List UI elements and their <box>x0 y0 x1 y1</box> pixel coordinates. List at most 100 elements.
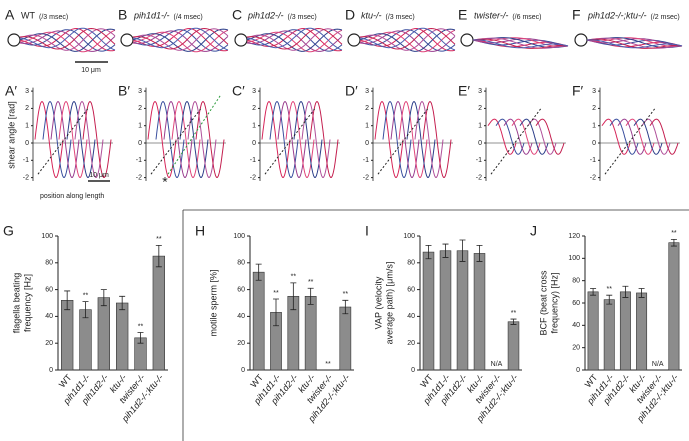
y-tick-label: 0 <box>49 367 53 374</box>
significance: ** <box>343 291 349 298</box>
y-tick-label: 3 <box>252 88 256 95</box>
y-tick-label: -1 <box>476 157 482 164</box>
significance: ** <box>156 236 162 243</box>
waveform <box>132 28 229 51</box>
bar <box>456 250 469 371</box>
y-tick-label: 2 <box>25 105 29 112</box>
y-tick-label: 80 <box>572 278 580 285</box>
error-bar <box>442 243 449 258</box>
shear-trace <box>406 101 436 178</box>
shear-trace <box>527 118 557 155</box>
y-tick-label: -2 <box>363 174 369 181</box>
y-tick-label: -1 <box>590 157 596 164</box>
y-tick-label: 1 <box>592 123 596 130</box>
panel-letter: G <box>3 223 14 239</box>
scale-label: 10 μm <box>89 172 109 179</box>
shear-trace <box>390 101 420 178</box>
y-tick-label: 2 <box>138 105 142 112</box>
bar <box>60 300 74 371</box>
waveform <box>472 39 569 49</box>
error-bar <box>342 299 349 315</box>
bar <box>439 250 452 371</box>
error-bar <box>290 282 297 311</box>
waveform <box>359 27 456 52</box>
shear-trace <box>495 118 525 155</box>
panel-letter: F′ <box>572 83 584 99</box>
y-tick-label: -2 <box>136 174 142 181</box>
waveform <box>359 30 456 52</box>
slope-line <box>377 108 429 175</box>
waveform <box>472 39 569 47</box>
y-axis-label: average path) [μm/s] <box>384 262 394 345</box>
waveform <box>246 29 343 52</box>
bar <box>252 271 265 371</box>
bar <box>619 291 631 371</box>
waveform <box>359 27 456 50</box>
y-tick-label: 60 <box>572 300 580 307</box>
error-bar <box>82 301 89 319</box>
head <box>7 33 21 47</box>
bar <box>507 321 520 371</box>
shear-trace <box>66 101 96 178</box>
waveform <box>132 27 229 50</box>
bar <box>636 292 648 371</box>
y-tick-label: 2 <box>365 105 369 112</box>
shear-trace <box>511 118 541 155</box>
timing: (/6 msec) <box>512 14 541 21</box>
error-bar <box>100 289 107 307</box>
waveform <box>246 27 343 50</box>
y-tick-label: -2 <box>23 174 29 181</box>
shear-trace <box>163 101 193 178</box>
timing: (/2 msec) <box>651 14 680 21</box>
y-tick-label: 60 <box>45 286 53 293</box>
error-bar <box>255 263 262 281</box>
waveform <box>246 30 343 52</box>
shear-trace <box>187 101 217 178</box>
slope-line <box>150 108 202 175</box>
panel-letter: E <box>458 7 467 23</box>
y-tick-label: 20 <box>572 345 580 352</box>
panel-letter: A <box>5 7 15 23</box>
panel-letter: F <box>572 7 581 23</box>
waveform <box>246 28 343 51</box>
shear-trace <box>277 101 307 178</box>
significance: ** <box>273 290 279 297</box>
error-bar <box>670 238 677 247</box>
shear-trace <box>519 118 549 155</box>
y-tick-label: 40 <box>407 313 415 320</box>
error-bar <box>137 332 144 344</box>
error-bar <box>606 294 613 305</box>
significance: ** <box>325 361 331 368</box>
shear-trace <box>74 101 104 178</box>
waveform <box>132 30 229 52</box>
timing: (/3 msec) <box>288 14 317 21</box>
head <box>347 33 361 47</box>
genotype: twister-/- <box>474 10 508 20</box>
y-tick-label: 0 <box>576 367 580 374</box>
waveform <box>19 30 116 52</box>
annotation: * <box>162 173 168 189</box>
waveform <box>586 37 683 49</box>
y-tick-label: 20 <box>407 340 415 347</box>
y-tick-label: 60 <box>407 286 415 293</box>
panel-letter: E′ <box>458 83 470 99</box>
y-tick-label: 0 <box>25 140 29 147</box>
y-tick-label: 1 <box>138 123 142 130</box>
shear-trace <box>503 118 533 155</box>
shear-trace <box>487 118 517 155</box>
panel-letter: B <box>118 7 127 23</box>
shear-trace <box>58 101 88 178</box>
waveform <box>359 28 456 51</box>
y-axis-label: flagella beating <box>11 273 21 334</box>
y-tick-label: 1 <box>252 123 256 130</box>
timing: (/3 msec) <box>39 14 68 21</box>
shear-trace <box>422 101 452 178</box>
y-tick-label: -2 <box>250 174 256 181</box>
waveform <box>132 28 229 52</box>
waveform <box>19 29 116 52</box>
waveform <box>19 27 116 50</box>
y-axis-label: frequency [Hz] <box>22 274 32 332</box>
shear-trace <box>309 101 339 178</box>
waveform <box>132 29 229 52</box>
